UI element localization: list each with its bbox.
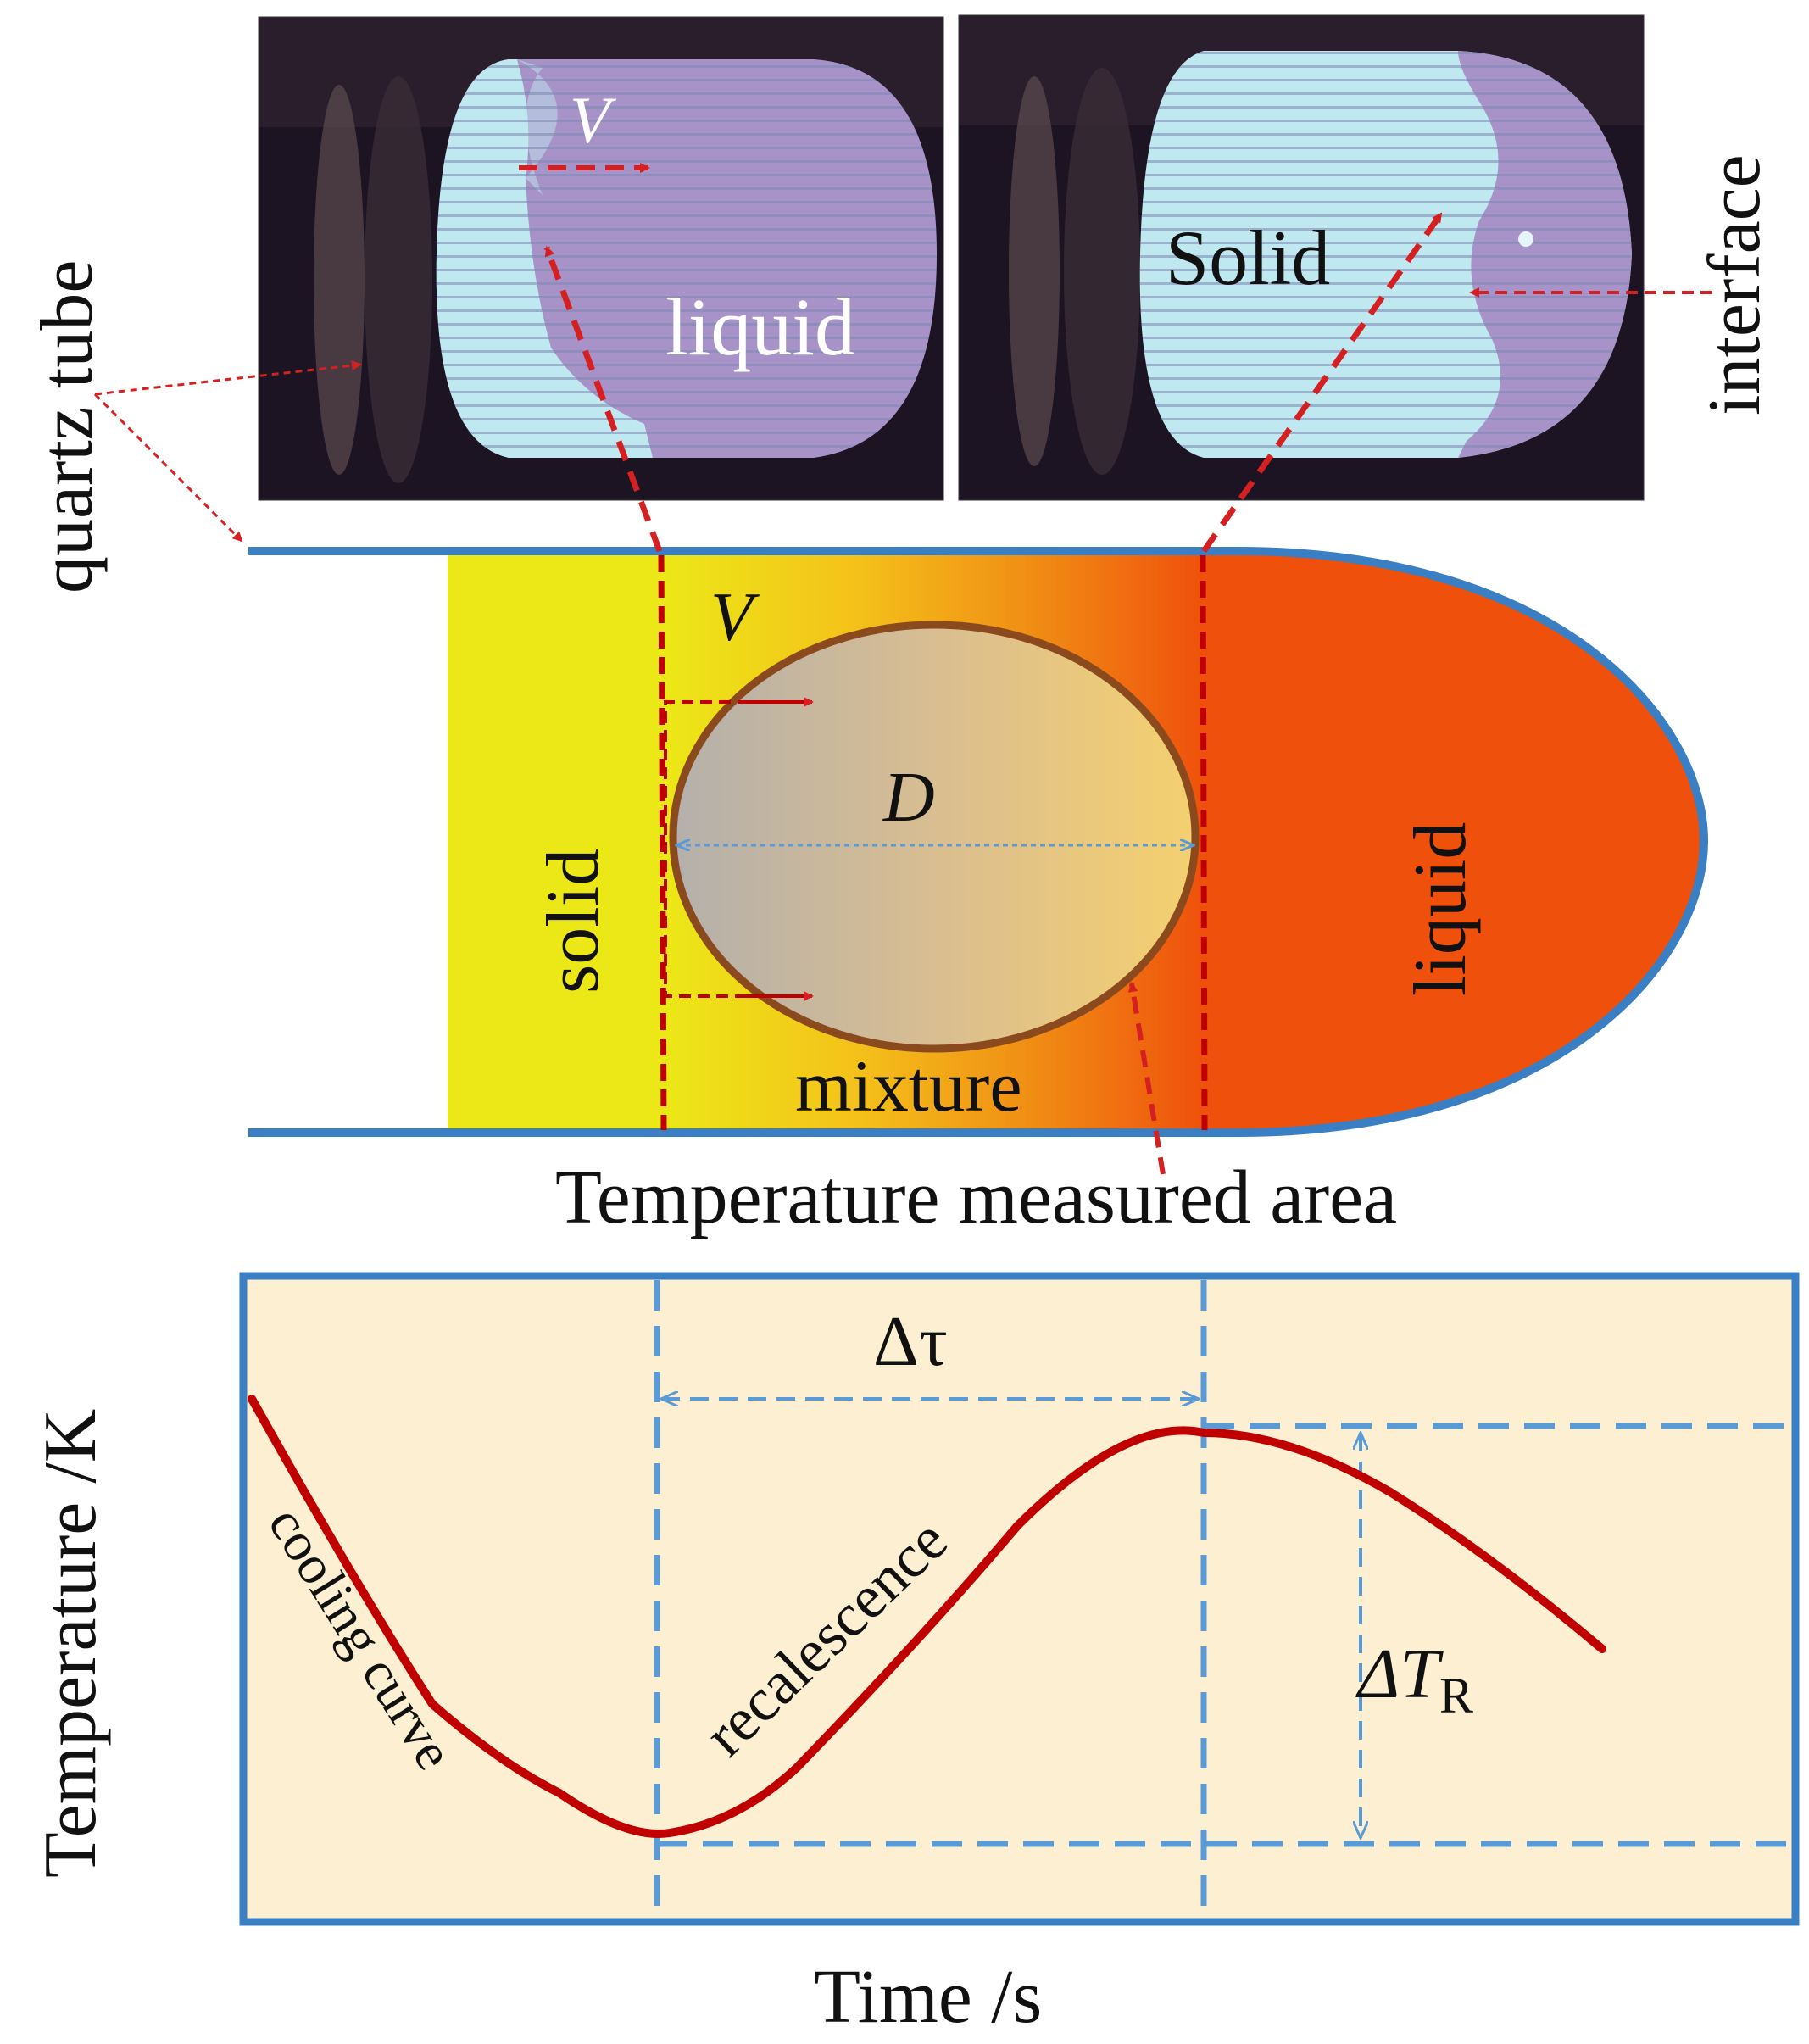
y-axis-label: Temperature /K — [30, 1409, 112, 1878]
schematic-velocity-label: V — [710, 578, 760, 655]
measured-area-label: Temperature measured area — [555, 1156, 1397, 1239]
boundary-left-dashed — [658, 554, 667, 1131]
interface-label: interface — [1694, 154, 1776, 415]
tube-outline — [248, 547, 1709, 1137]
diameter-label: D — [882, 758, 935, 837]
temperature-curve — [248, 1395, 1606, 1838]
solid-region — [448, 555, 664, 1130]
temperature-plot — [239, 1272, 1800, 1926]
plot-frame — [239, 1272, 1800, 1926]
liquid-region — [1204, 551, 1704, 1133]
mixture-bubble — [669, 621, 1200, 1053]
boundary-right-dashed — [1200, 554, 1208, 1131]
solid-label: solid — [532, 849, 615, 994]
quartz-arrow-1 — [94, 360, 362, 396]
velocity-bracket — [664, 700, 805, 998]
delta-T-sub: R — [1439, 1668, 1473, 1724]
mixture-label: mixture — [795, 1045, 1022, 1127]
right-interface-arrow — [1201, 211, 1444, 554]
photo-liquid-label: liquid — [665, 281, 855, 372]
delta-T-main: ΔT — [1355, 1635, 1444, 1713]
x-axis-label: Time /s — [814, 1955, 1042, 2039]
delta-tau-label: Δτ — [873, 1302, 948, 1381]
quartz-arrow-2 — [93, 393, 243, 543]
photo-solid-label: Solid — [1166, 214, 1330, 301]
photo-liquid — [259, 17, 943, 500]
quartz-tube-label: quartz tube — [26, 260, 109, 593]
tube-schematic — [248, 547, 1709, 1137]
left-interface-arrow — [543, 246, 663, 553]
measured-area-arrow — [1127, 982, 1166, 1175]
photo-velocity-label: V — [570, 83, 617, 157]
delta-T-label: ΔTR — [1355, 1635, 1473, 1724]
liquid-label: liquid — [1400, 822, 1482, 996]
photo-solid — [959, 15, 1644, 500]
